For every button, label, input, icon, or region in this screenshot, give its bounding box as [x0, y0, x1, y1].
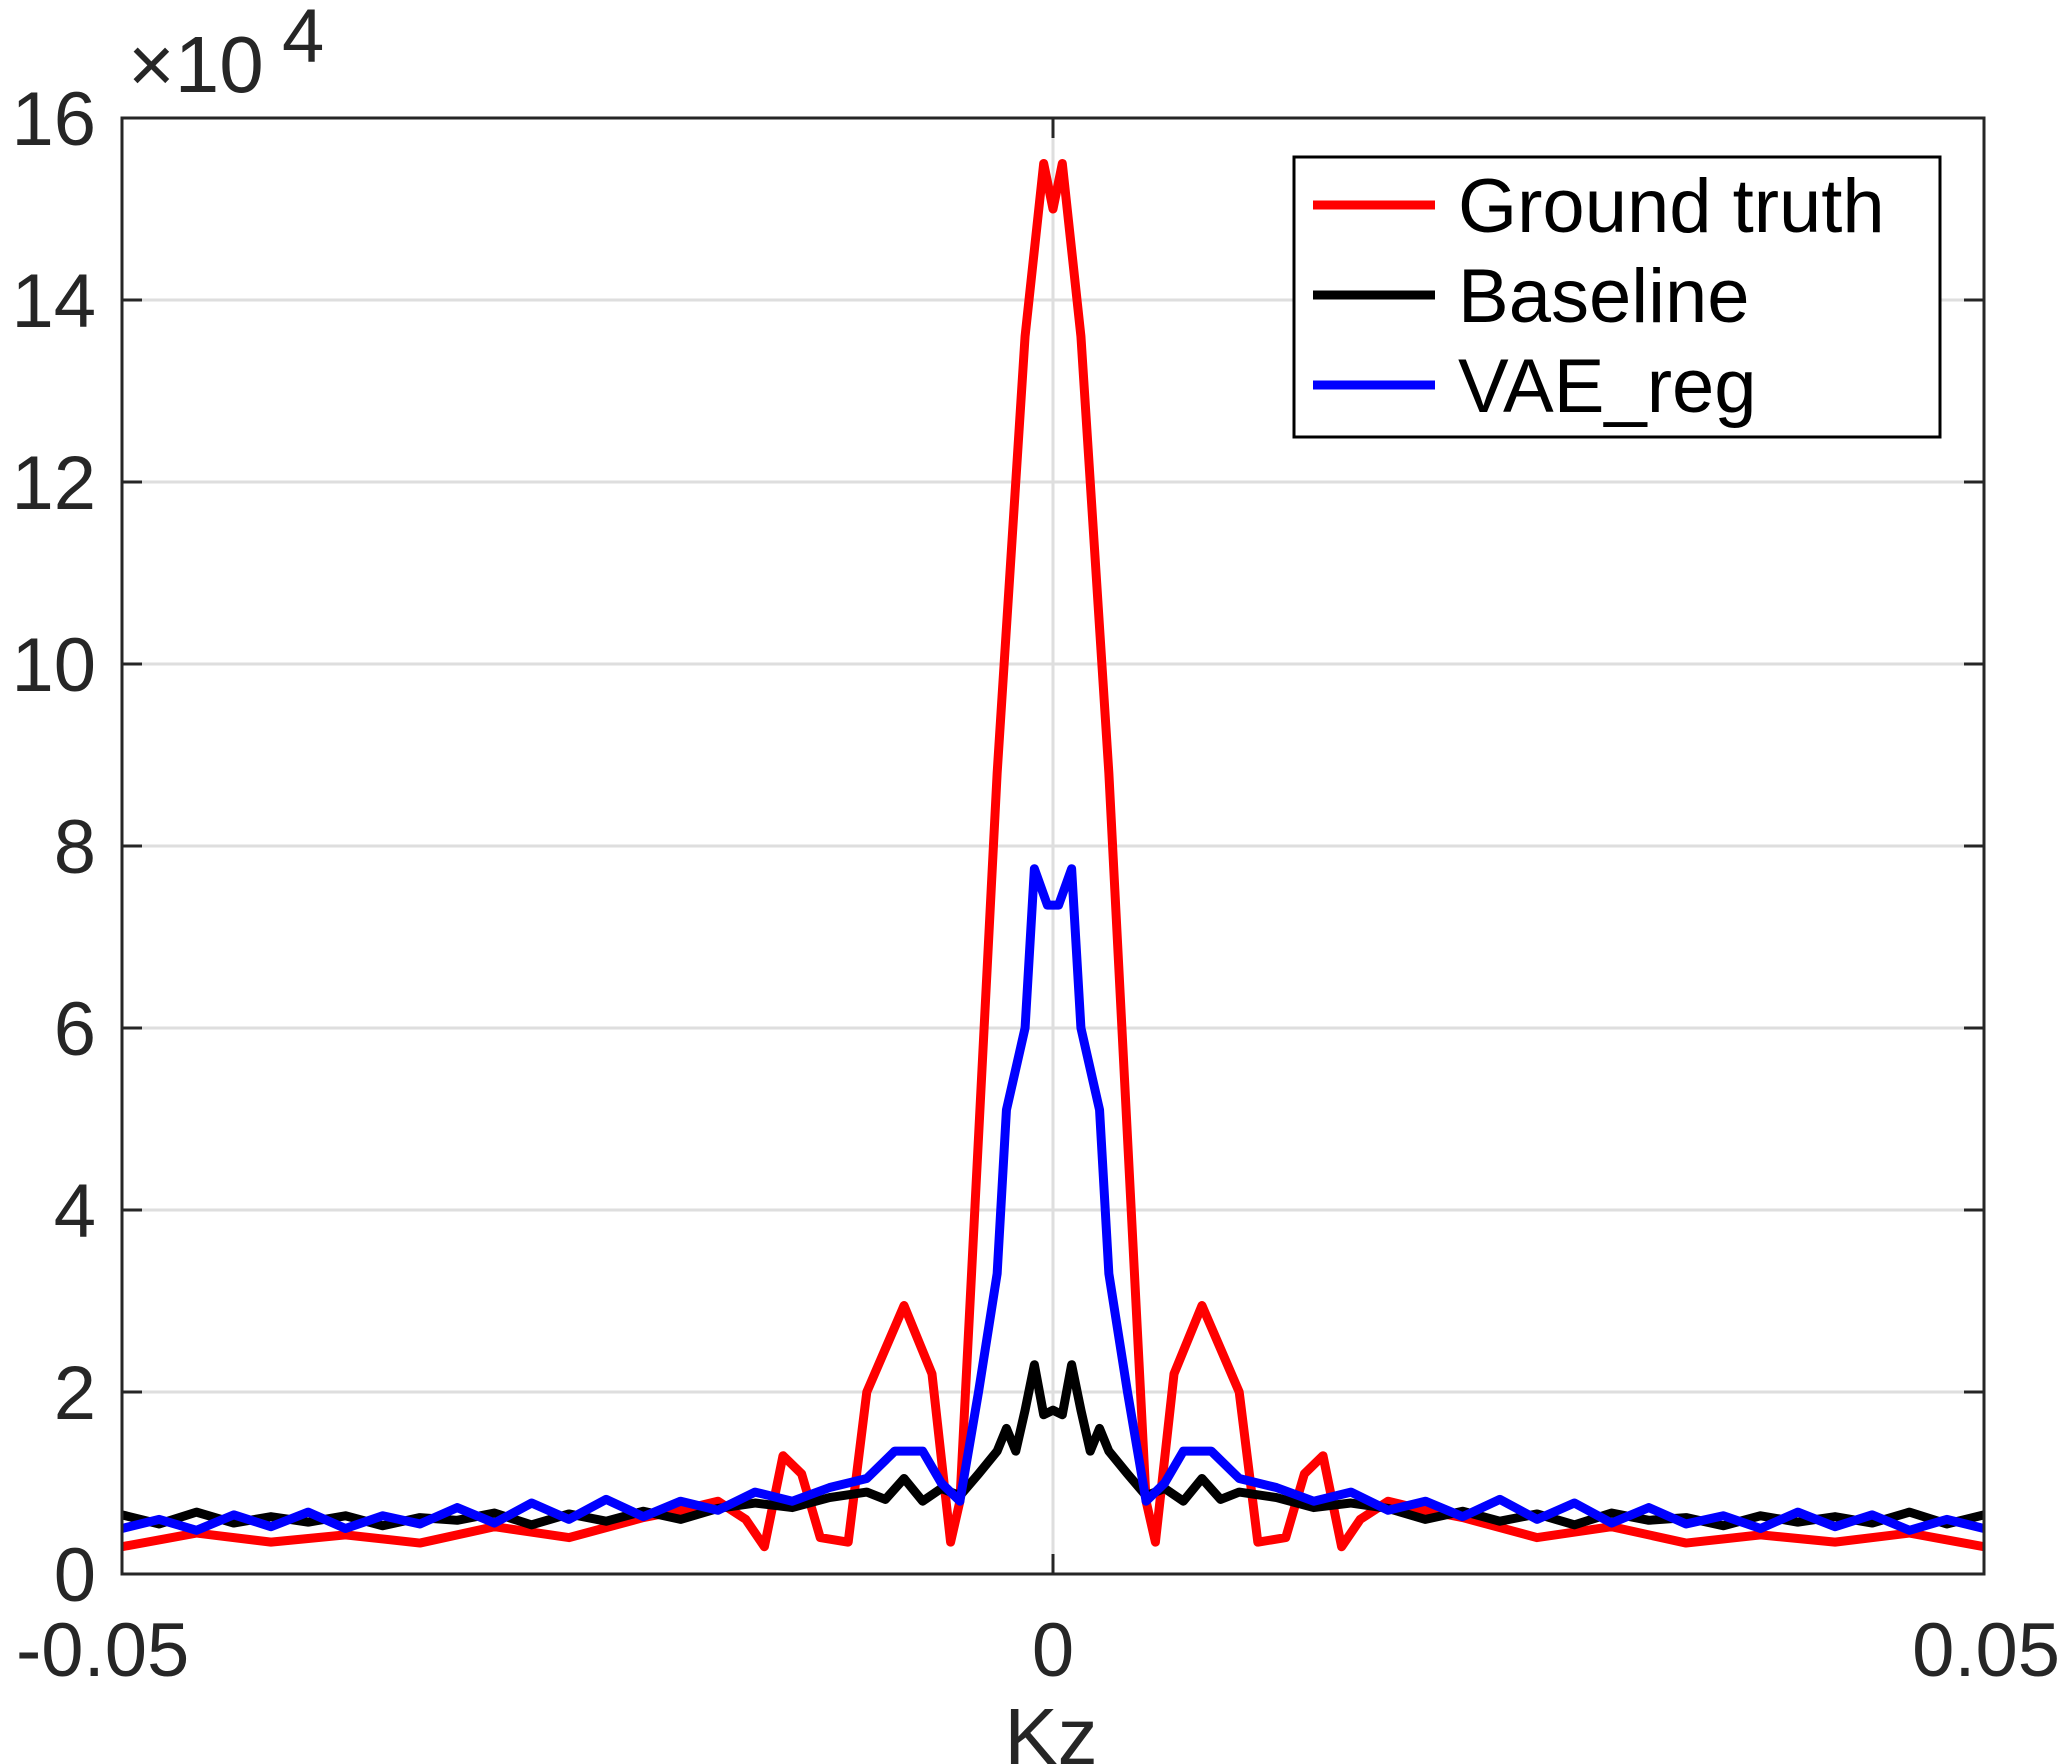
y-tick-label: 12 — [11, 441, 96, 526]
y-tick-label: 2 — [54, 1351, 96, 1436]
y-tick-label: 6 — [54, 987, 96, 1072]
y-tick-label: 0 — [54, 1533, 96, 1618]
x-tick-label: -0.05 — [16, 1608, 189, 1693]
series-line-baseline — [122, 1360, 1984, 1531]
y-exponent-power: 4 — [282, 0, 324, 79]
series-line-vae-reg — [122, 864, 1984, 1535]
legend-label: Baseline — [1458, 254, 1750, 339]
legend-label: Ground truth — [1458, 164, 1885, 249]
y-tick-label: 4 — [54, 1169, 96, 1254]
tick-layer — [120, 116, 1986, 1576]
legend-label: VAE_reg — [1458, 344, 1757, 429]
x-tick-label: 0.05 — [1912, 1608, 2060, 1693]
y-tick-label: 8 — [54, 805, 96, 890]
x-tick-label: 0 — [1032, 1608, 1074, 1693]
y-tick-label: 10 — [11, 623, 96, 708]
series-layer — [122, 159, 1984, 1552]
y-tick-label: 14 — [11, 259, 96, 344]
x-axis-label: Kz — [1004, 1692, 1097, 1764]
y-tick-label: 16 — [11, 77, 96, 162]
y-exponent-base: ×10 — [128, 20, 264, 109]
